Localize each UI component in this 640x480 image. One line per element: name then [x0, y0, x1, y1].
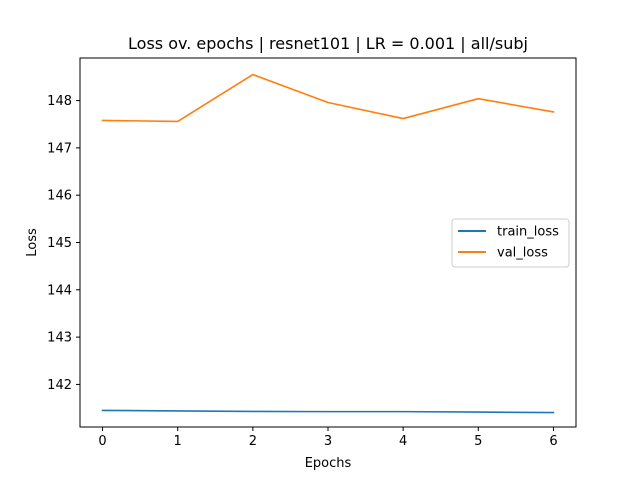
- x-tick-label: 2: [249, 434, 257, 449]
- y-tick-label: 144: [47, 283, 72, 298]
- y-tick-label: 146: [47, 189, 72, 204]
- legend-label-val-loss: val_loss: [497, 246, 548, 261]
- y-axis-label: Loss: [25, 228, 40, 257]
- axis-ticks: 0 1 2 3 4 5 6 142 143 144 145 146 147 148: [47, 94, 557, 449]
- x-tick-label: 3: [324, 434, 332, 449]
- x-tick-label: 0: [98, 434, 106, 449]
- y-tick-label: 147: [47, 141, 72, 156]
- y-tick-label: 148: [47, 94, 72, 109]
- x-tick-label: 4: [399, 434, 407, 449]
- legend-label-train-loss: train_loss: [497, 225, 559, 240]
- legend: train_loss val_loss: [451, 218, 570, 268]
- series-line-train-loss: [101, 409, 555, 414]
- x-axis-label: Epochs: [305, 456, 352, 471]
- plot-frame: [79, 57, 577, 428]
- x-tick-label: 1: [174, 434, 182, 449]
- series-line-val-loss: [101, 73, 555, 123]
- x-tick-label: 6: [549, 434, 557, 449]
- y-tick-label: 145: [47, 236, 72, 251]
- y-tick-label: 143: [47, 331, 72, 346]
- x-tick-label: 5: [474, 434, 482, 449]
- series-lines: [101, 73, 555, 414]
- y-tick-label: 142: [47, 378, 72, 393]
- chart-title: Loss ov. epochs | resnet101 | LR = 0.001…: [128, 34, 528, 53]
